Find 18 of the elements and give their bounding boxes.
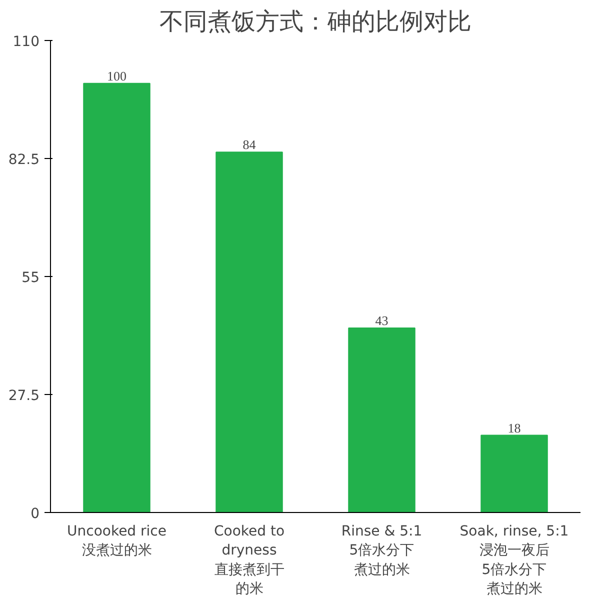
- y-tick-label: 110: [12, 34, 40, 50]
- chart-title: 不同煮饭方式：砷的比例对比: [160, 8, 472, 36]
- y-tick-label: 0: [30, 506, 40, 522]
- y-tick-label: 27.5: [8, 388, 40, 404]
- y-tick-label: 55: [22, 270, 40, 286]
- x-tick-label: Cooked to dryness 直接煮到干的米: [214, 524, 285, 598]
- x-tick-label: Uncooked rice 没煮过的米: [67, 524, 166, 559]
- x-tick-label: Soak, rinse, 5:1 浸泡一夜后5倍水分下煮过的米: [460, 524, 569, 598]
- bar: [348, 327, 416, 512]
- data-label: 84: [242, 137, 256, 152]
- y-tick-label: 82.5: [8, 152, 40, 168]
- data-label: 43: [375, 312, 388, 328]
- data-label: 18: [508, 420, 521, 436]
- bar: [83, 82, 150, 512]
- x-tick-label: Rinse & 5:1 5倍水分下煮过的米: [341, 524, 422, 578]
- bar: [216, 152, 283, 512]
- data-label: 100: [107, 68, 126, 84]
- bar: [480, 434, 548, 512]
